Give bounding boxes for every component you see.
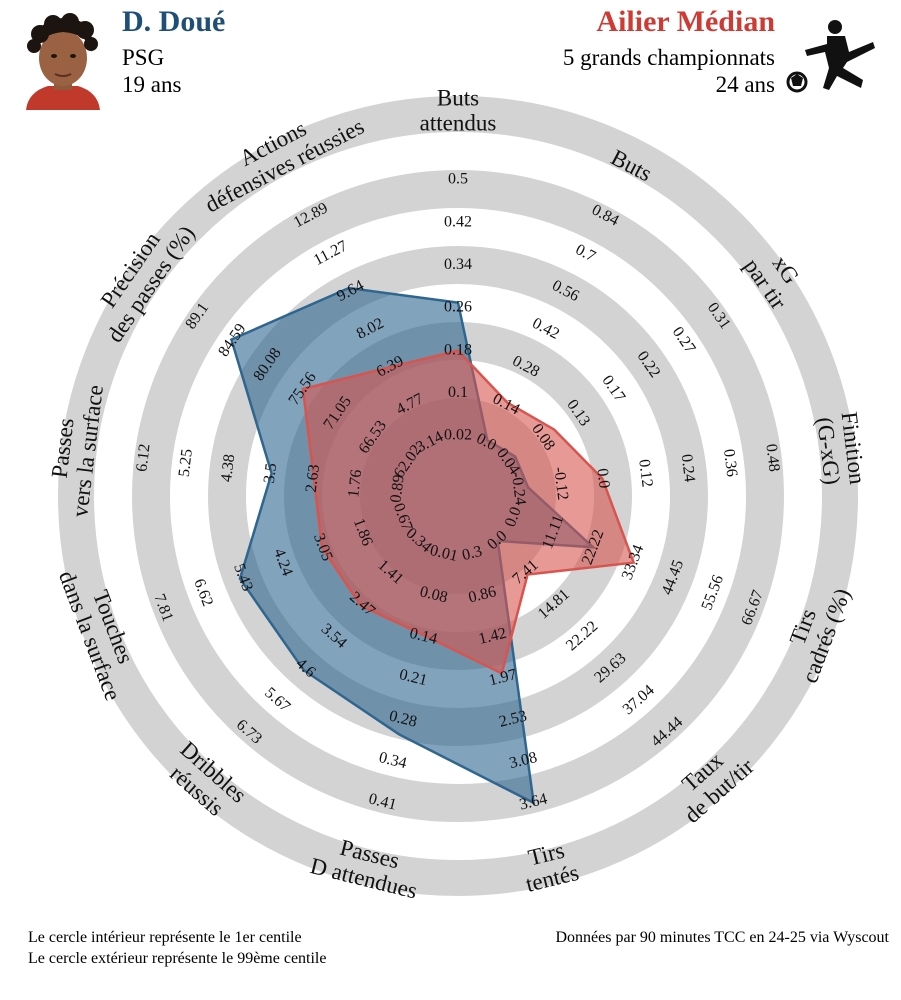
tick-label: 0.02: [444, 427, 472, 444]
tick-label: 6.12: [133, 443, 153, 473]
tick-label: 5.25: [176, 448, 196, 478]
player-name: D. Doué: [122, 5, 226, 38]
tick-label: 0.7: [573, 241, 599, 265]
player-club: PSG: [122, 45, 165, 70]
tick-label: 0.08: [418, 583, 449, 606]
tick-label: -0.24: [508, 471, 529, 506]
tick-label: 0.48: [762, 443, 782, 473]
series-comparison-area: [301, 349, 636, 676]
tick-label: -0.12: [550, 466, 571, 501]
comparison-scope: 5 grands championnats: [562, 45, 775, 70]
data-source: Données par 90 minutes TCC en 24-25 via …: [555, 929, 889, 946]
radar-series: [229, 286, 636, 806]
axis-label-line: Buts: [437, 85, 479, 110]
tick-label: 0.1: [448, 384, 468, 401]
radar-ring-3: [132, 170, 784, 822]
tick-label: 1.76: [345, 469, 365, 499]
tick-label: 0.28: [387, 708, 418, 731]
tick-label: 0.42: [444, 213, 472, 230]
tick-label: 0.0: [502, 505, 525, 530]
tick-label: 0.42: [529, 315, 562, 343]
comparison-age: 24 ans: [715, 72, 775, 97]
tick-label: 3.08: [508, 749, 539, 772]
tick-label: 1.97: [487, 666, 518, 689]
tick-label: 1.42: [477, 625, 508, 648]
tick-label: 0.01: [428, 542, 459, 565]
axis-label: Finition(G-xG): [812, 410, 870, 486]
tick-label: 0.12: [635, 458, 655, 488]
legend-outer-circle: Le cercle extérieur représente le 99ème …: [28, 949, 327, 967]
tick-label: 0.0: [593, 467, 612, 489]
tick-label: 0.24: [678, 453, 698, 483]
tick-label: 3.5: [261, 462, 280, 484]
tick-label: 55.56: [698, 573, 727, 613]
tick-label: 0.86: [467, 583, 498, 606]
axis-label-line: attendus: [420, 110, 497, 135]
tick-label: 0.14: [408, 625, 439, 648]
tick-label: 0.5: [448, 171, 468, 188]
tick-label: 0.18: [444, 341, 472, 358]
player-avatar: [26, 13, 100, 110]
tick-label: 4.38: [218, 453, 238, 483]
tick-label: 0.3: [460, 543, 483, 564]
legend-inner-circle: Le cercle intérieur représente le 1er ce…: [28, 929, 302, 946]
tick-label: 0.21: [398, 666, 429, 689]
radar-ring-4: [58, 96, 858, 896]
tick-label: 2.53: [497, 708, 528, 731]
tick-label: 0.34: [377, 749, 408, 772]
tick-label: 0.41: [367, 790, 398, 813]
tick-label: 0.26: [444, 299, 472, 316]
radar-tick-labels: 0.02 0.1 0.18 0.26 0.34 0.42 0.5 0.0 0.14 0.28 0.4…: [133, 171, 782, 814]
tick-label: 0.36: [720, 448, 740, 478]
comparison-name: Ailier Médian: [596, 5, 775, 38]
player-age: 19 ans: [122, 72, 182, 97]
tick-label: 0.89: [387, 474, 407, 504]
tick-label: 2.63: [303, 463, 323, 493]
legend-note: Le cercle intérieur représente le 1er ce…: [28, 928, 326, 970]
footballer-kicking-icon: [786, 20, 875, 93]
tick-label: 3.64: [518, 790, 549, 813]
tick-label: 0.34: [444, 256, 472, 273]
tick-label: 6.62: [190, 577, 216, 609]
